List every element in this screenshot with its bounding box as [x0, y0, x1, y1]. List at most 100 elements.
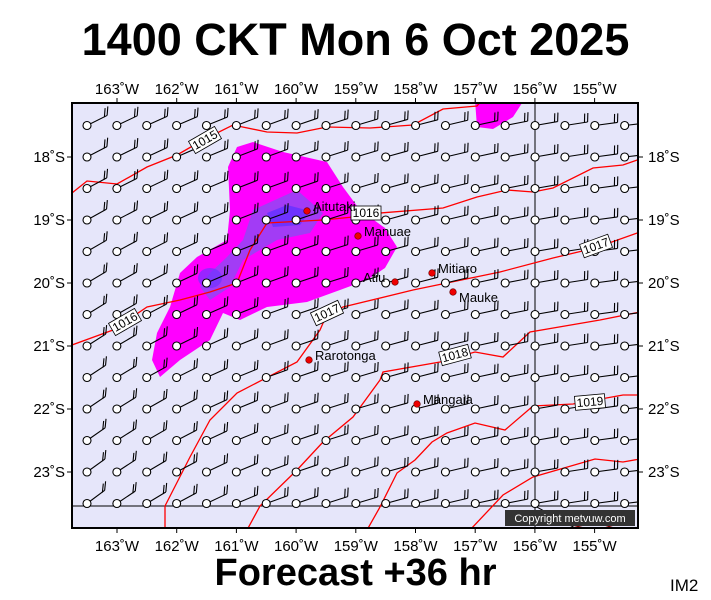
lon-label-bottom: 156˚W	[513, 538, 558, 555]
wind-barb-feather	[256, 297, 259, 307]
wind-barb-feather	[226, 202, 229, 212]
wind-barb-feather	[314, 425, 316, 435]
wind-barb	[82, 356, 107, 383]
wind-barb-feather	[193, 203, 196, 213]
wind-station-circle	[620, 278, 630, 288]
wind-station-circle	[411, 246, 421, 257]
wind-station-circle	[201, 341, 212, 351]
wind-barb	[530, 396, 559, 414]
wind-barb-feather	[132, 484, 135, 494]
wind-station-circle	[321, 435, 331, 446]
wind-barb-feather	[193, 171, 196, 181]
wind-barb-feather	[317, 329, 319, 339]
wind-station-circle	[470, 498, 480, 509]
wind-barb-feather	[287, 329, 289, 339]
wind-station-circle	[321, 498, 331, 509]
wind-barb	[291, 172, 319, 194]
wind-barb	[620, 215, 638, 225]
wind-station-circle	[261, 435, 271, 446]
lon-label-top: 155˚W	[573, 81, 618, 98]
wind-barb-feather	[256, 265, 259, 275]
wind-station-circle	[172, 278, 182, 288]
wind-barb-feather	[256, 485, 259, 495]
wind-station-circle	[620, 498, 630, 509]
wind-barb-feather	[193, 454, 196, 464]
wind-barb	[201, 139, 229, 162]
wind-barb-feather	[287, 171, 289, 181]
wind-barb	[231, 202, 259, 225]
wind-station-circle	[172, 404, 182, 414]
wind-barb-feather	[104, 449, 107, 460]
island-label: Mangaia	[423, 392, 474, 407]
wind-barb-feather	[133, 139, 136, 149]
wind-barb	[172, 421, 198, 446]
island-marker	[354, 232, 362, 240]
wind-barb-feather	[253, 487, 256, 497]
wind-barb	[231, 485, 259, 509]
wind-barb-feather	[284, 141, 286, 151]
wind-station-circle	[620, 467, 630, 477]
wind-barb	[142, 169, 169, 194]
wind-barb	[381, 362, 409, 383]
wind-barb-feather	[223, 423, 226, 433]
wind-station-circle	[112, 215, 122, 225]
wind-station-circle	[291, 246, 301, 257]
wind-station-circle	[231, 215, 241, 225]
wind-station-circle	[291, 341, 301, 351]
wind-station-circle	[620, 183, 630, 194]
wind-barb	[231, 139, 259, 162]
wind-barb	[620, 372, 638, 383]
wind-barb-feather	[165, 388, 168, 399]
wind-barb	[381, 488, 409, 509]
wind-barb-feather	[104, 481, 107, 491]
wind-barb	[590, 302, 619, 320]
wind-station-circle	[172, 309, 182, 320]
wind-barb	[201, 296, 229, 320]
wind-barb	[82, 168, 109, 194]
wind-barb	[530, 301, 559, 320]
island-marker	[449, 288, 457, 296]
lon-label-bottom: 157˚W	[453, 538, 498, 555]
wind-station-circle	[560, 152, 570, 162]
wind-barb-feather	[165, 357, 168, 367]
wind-station-circle	[470, 120, 480, 131]
wind-barb	[560, 364, 589, 383]
wind-barb	[411, 173, 439, 194]
wind-barb	[470, 111, 499, 131]
wind-barb	[201, 107, 229, 131]
wind-barb	[351, 235, 379, 257]
wind-barb	[291, 235, 319, 257]
wind-barb	[411, 488, 439, 509]
wind-barb-feather	[102, 295, 105, 305]
wind-barb	[112, 388, 138, 414]
wind-barb-feather	[193, 422, 196, 432]
wind-barb	[500, 301, 529, 320]
wind-barb	[172, 389, 198, 414]
wind-barb-feather	[193, 360, 196, 370]
lat-label-left: 23˚S	[33, 464, 65, 481]
wind-station-circle	[351, 278, 361, 288]
wind-station-circle	[620, 372, 630, 383]
wind-barb	[112, 200, 139, 225]
wind-station-circle	[530, 152, 540, 162]
wind-station-circle	[560, 404, 570, 414]
wind-barb	[620, 404, 638, 414]
wind-barb	[381, 173, 409, 194]
wind-barb	[201, 390, 229, 414]
wind-barb-feather	[196, 389, 198, 399]
wind-barb-feather	[254, 204, 256, 214]
wind-barb	[172, 452, 198, 477]
wind-barb	[201, 170, 229, 194]
island-label: Atiu	[363, 270, 385, 285]
wind-barb	[231, 359, 259, 383]
wind-barb	[560, 112, 589, 131]
wind-barb-feather	[193, 297, 196, 307]
wind-station-circle	[500, 341, 510, 351]
wind-barb-feather	[287, 423, 289, 433]
wind-station-circle	[231, 341, 241, 351]
wind-barb-feather	[105, 356, 107, 366]
wind-station-circle	[172, 467, 182, 477]
wind-barb	[142, 357, 168, 383]
wind-barb	[440, 268, 469, 288]
wind-barb	[172, 201, 199, 225]
